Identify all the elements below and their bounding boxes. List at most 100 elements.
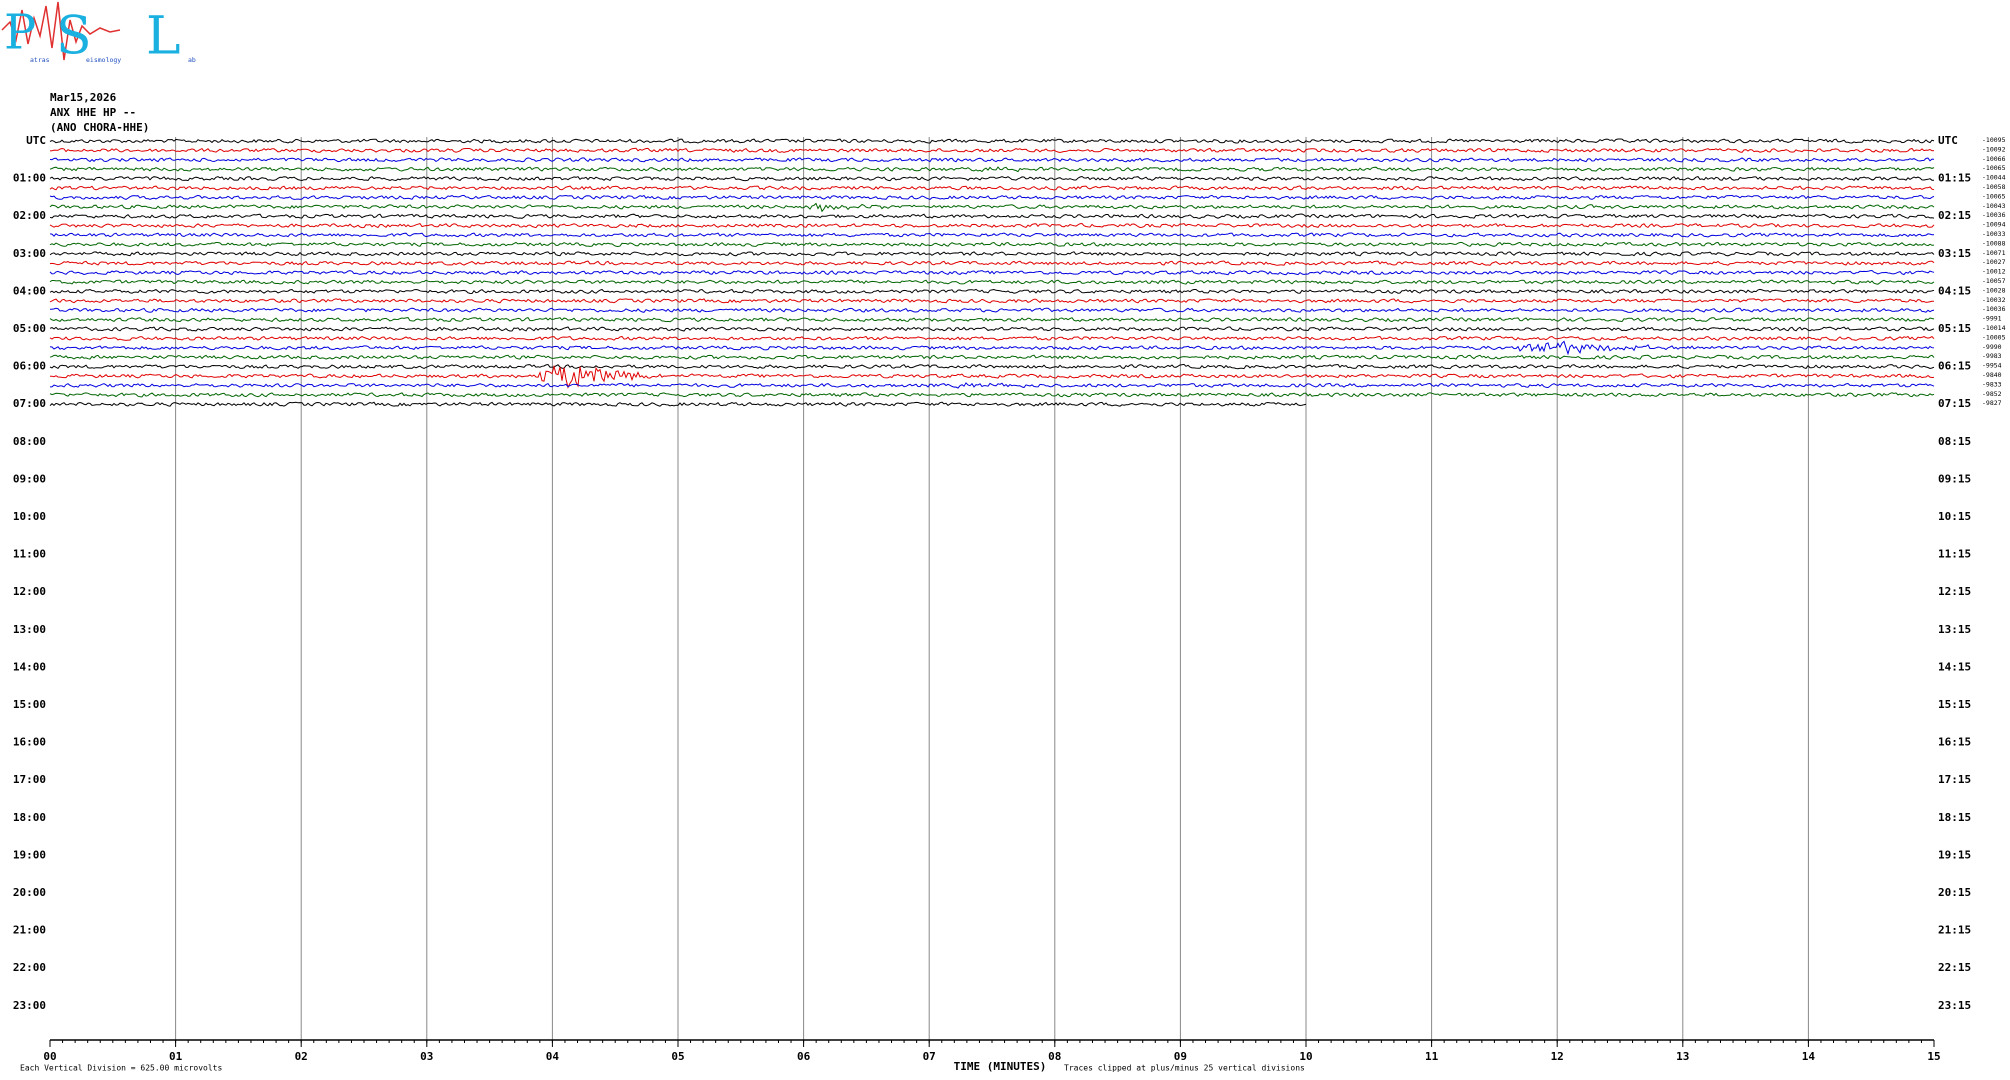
trace (49, 166, 1935, 173)
minute-label: 01 (169, 1050, 183, 1063)
station: ANX HHE HP -- (50, 106, 136, 119)
trace (49, 138, 1935, 144)
hour-label: 08:15 (1938, 435, 1971, 448)
trace-offset: -10027 (1982, 258, 2006, 266)
hour-label: 06:15 (1938, 360, 1971, 373)
trace (49, 363, 1935, 370)
hour-label: 12:00 (13, 585, 46, 598)
hour-label: 07:15 (1938, 397, 1971, 410)
trace-offset: -10094 (1982, 221, 2006, 229)
hour-label: 05:00 (13, 322, 46, 335)
trace-offset: -9991 (1982, 315, 2002, 323)
hour-label: 17:00 (13, 773, 46, 786)
trace (49, 185, 1935, 191)
hour-label: 08:00 (13, 435, 46, 448)
hour-label: 22:00 (13, 961, 46, 974)
minute-label: 02 (295, 1050, 308, 1063)
trace-offset: -10058 (1982, 183, 2006, 191)
hour-label: 14:15 (1938, 660, 1971, 673)
hour-label: 19:00 (13, 848, 46, 861)
trace (49, 175, 1935, 182)
traces (49, 138, 1935, 407)
logo: P S L atras eismology ab (1, 1, 196, 67)
trace (49, 222, 1935, 229)
trace-offset: -10057 (1982, 277, 2006, 285)
minute-label: 03 (420, 1050, 433, 1063)
trace-offset: -10036 (1982, 305, 2006, 313)
minute-label: 15 (1927, 1050, 1940, 1063)
logo-letter: L (146, 7, 181, 67)
trace (49, 241, 1935, 248)
minute-label: 11 (1425, 1050, 1439, 1063)
hour-label: 13:00 (13, 623, 46, 636)
hour-label: 01:00 (13, 172, 46, 185)
hour-label: 20:00 (13, 886, 46, 899)
hour-label: 23:15 (1938, 999, 1971, 1012)
minute-label: 12 (1551, 1050, 1564, 1063)
hour-label: 07:00 (13, 397, 46, 410)
hour-label: 06:00 (13, 360, 46, 373)
trace-offset: -10092 (1982, 145, 2006, 153)
trace (50, 307, 1935, 313)
hour-label: 01:15 (1938, 172, 1971, 185)
trace-offset: -9827 (1982, 399, 2002, 407)
hour-label: 23:00 (13, 999, 46, 1012)
hour-label: 19:15 (1938, 848, 1971, 861)
hour-label: 12:15 (1938, 585, 1971, 598)
date: Mar15,2026 (50, 91, 117, 104)
trace (49, 326, 1935, 332)
hour-label: 03:15 (1938, 247, 1971, 260)
hour-label: 16:15 (1938, 736, 1971, 749)
trace (49, 202, 1935, 213)
trace (49, 354, 1935, 360)
hour-label: UTC (1938, 134, 1958, 147)
minute-label: 09 (1174, 1050, 1187, 1063)
hour-label: 09:00 (13, 472, 46, 485)
logo-letter: P (4, 5, 36, 61)
trace-offset: -10012 (1982, 268, 2006, 276)
minute-label: 05 (671, 1050, 684, 1063)
minute-label: 14 (1802, 1050, 1816, 1063)
trace-offset: -9840 (1982, 371, 2002, 379)
trace (49, 232, 1934, 238)
hour-label: UTC (26, 134, 46, 147)
trace-offset: -10065 (1982, 192, 2006, 200)
trace-offset: -10044 (1982, 174, 2006, 182)
trace (50, 382, 1935, 389)
trace (49, 364, 1935, 389)
trace-offset: -10071 (1982, 249, 2006, 257)
logo-text: eismology (86, 56, 121, 64)
minute-label: 00 (43, 1050, 56, 1063)
trace (49, 288, 1935, 295)
trace-offset: -10028 (1982, 286, 2006, 294)
trace-offset: -9990 (1982, 343, 2002, 351)
trace-offset: -10088 (1982, 239, 2006, 247)
trace-offset: -10065 (1982, 164, 2006, 172)
trace (49, 269, 1935, 276)
hour-label: 11:15 (1938, 548, 1971, 561)
trace (49, 335, 1935, 341)
minute-label: 10 (1299, 1050, 1312, 1063)
hour-label: 21:00 (13, 924, 46, 937)
hour-label: 20:15 (1938, 886, 1971, 899)
trace (49, 147, 1935, 154)
trace-offset: -10032 (1982, 296, 2006, 304)
logo-letter: S (56, 7, 92, 67)
hour-label: 14:00 (13, 660, 46, 673)
minute-label: 06 (797, 1050, 811, 1063)
minute-label: 13 (1676, 1050, 1689, 1063)
hour-label: 10:15 (1938, 510, 1971, 523)
hour-label: 13:15 (1938, 623, 1971, 636)
trace (49, 392, 1935, 398)
logo-wave (1, 1, 121, 61)
site: (ANO CHORA-HHE) (50, 121, 149, 134)
hour-label: 04:15 (1938, 284, 1971, 297)
division-note: Each Vertical Division = 625.00 microvol… (20, 1064, 222, 1073)
hour-label: 09:15 (1938, 472, 1971, 485)
trace-offset: -9852 (1982, 390, 2002, 398)
trace-offset: -9954 (1982, 362, 2002, 370)
minute-label: 04 (546, 1050, 560, 1063)
trace-offset: -10066 (1982, 155, 2006, 163)
trace-offset: -9983 (1982, 352, 2002, 360)
